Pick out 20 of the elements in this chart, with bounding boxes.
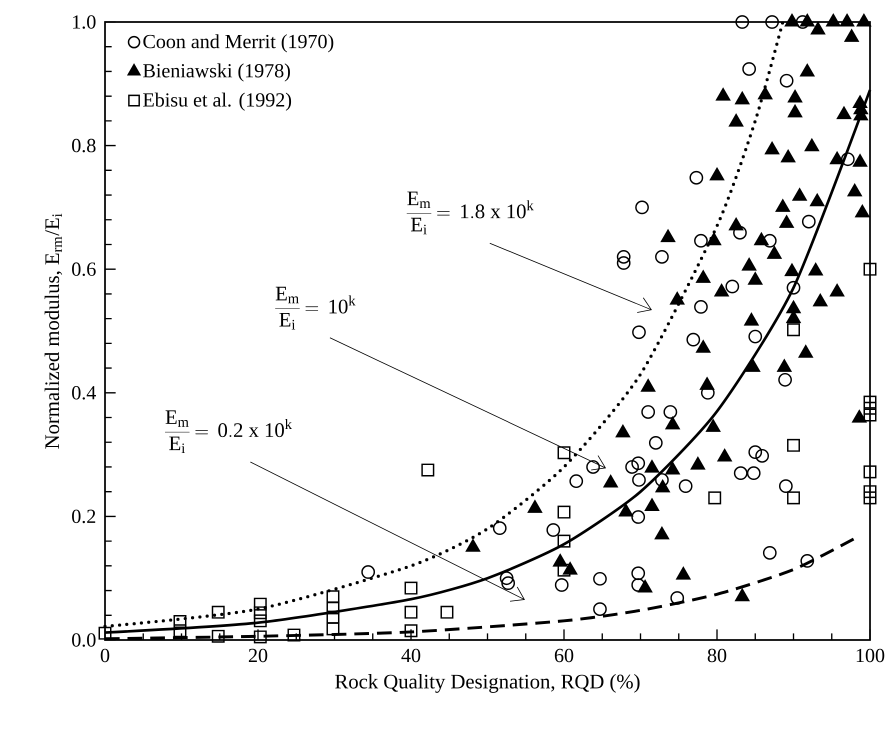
y-tick-label: 0.2 — [72, 510, 96, 524]
legend-label: Ebisu et al. (1992) — [143, 92, 292, 111]
y-axis-title: Normalized modulus, E$_{rm}$/E$_{i}$ — [44, 214, 62, 449]
y-tick-label: 0.4 — [72, 386, 96, 400]
y-tick-label: 0.8 — [72, 138, 96, 152]
x-tick-label: 80 — [708, 648, 726, 662]
x-axis-title: Rock Quality Designation, RQD (%) — [335, 674, 640, 693]
legend-label: Bieniawski (1978) — [143, 63, 290, 82]
y-tick-label: 0.6 — [72, 262, 96, 276]
y-tick-label: 1.0 — [73, 15, 96, 29]
annotation: $\frac{\mathrm{E_m}}{\mathrm{E_i}}\mathrm{\,=\,10^{k}}$ — [275, 286, 356, 330]
x-tick-label: 0 — [100, 648, 110, 662]
x-tick-label: 20 — [248, 648, 268, 662]
legend-label: Coon and Merrit (1970) — [143, 34, 334, 52]
annotation: $\frac{\mathrm{E_m}}{\mathrm{E_i}}\mathrm{\,=\,0.2\ x\ 10^{k}}$ — [165, 410, 292, 454]
annotation: $\frac{\mathrm{E_m}}{\mathrm{E_i}}\mathrm{\,=\,1.8\ x\ 10^{k}}$ — [406, 192, 534, 234]
x-tick-label: 60 — [554, 648, 574, 662]
x-tick-label: 40 — [401, 648, 420, 662]
y-tick-label: 0.0 — [72, 633, 96, 647]
x-tick-label: 100 — [856, 648, 884, 662]
